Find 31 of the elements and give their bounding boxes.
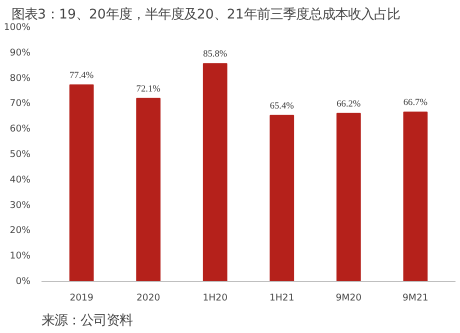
y-tick-label: 10% (10, 250, 31, 262)
x-tick-label: 9M20 (336, 292, 362, 304)
y-tick-label: 100% (4, 22, 31, 33)
x-tick-label: 2020 (136, 292, 160, 304)
x-tick-label: 9M21 (402, 292, 428, 304)
x-tick-label: 2019 (70, 292, 94, 304)
bar (403, 112, 428, 282)
y-tick-label: 80% (10, 72, 31, 84)
source-note: 来源：公司资料 (42, 314, 132, 328)
y-tick-label: 50% (10, 149, 31, 160)
data-label: 72.1% (136, 84, 161, 94)
bar (136, 98, 161, 282)
bar (336, 112, 361, 282)
y-tick-label: 90% (10, 47, 31, 58)
bar (69, 84, 94, 282)
data-label: 85.8% (203, 50, 228, 60)
chart-title: 图表3：19、20年度，半年度及20、21年前三季度总成本收入占比 (12, 6, 400, 22)
x-tick-label: 1H20 (202, 292, 228, 304)
bar (202, 63, 228, 282)
data-label: 66.2% (336, 99, 361, 110)
bar (270, 114, 294, 282)
data-label: 77.4% (70, 70, 94, 81)
y-tick-label: 20% (10, 225, 31, 236)
y-tick-label: 30% (10, 200, 31, 211)
x-tick-label: 1H21 (269, 292, 294, 304)
y-tick-label: 60% (10, 124, 31, 135)
y-tick-label: 40% (10, 174, 31, 186)
data-label: 65.4% (270, 101, 294, 112)
data-label: 66.7% (403, 98, 428, 108)
y-tick-label: 0% (16, 276, 31, 287)
y-tick-label: 70% (10, 98, 31, 110)
